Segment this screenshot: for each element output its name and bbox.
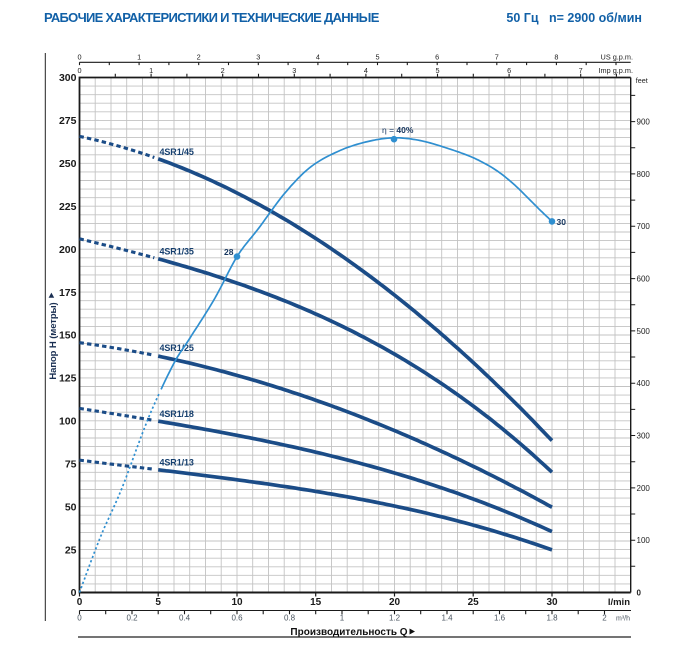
svg-text:0.2: 0.2	[126, 614, 138, 623]
svg-text:500: 500	[637, 327, 651, 336]
svg-text:900: 900	[637, 118, 651, 127]
svg-text:6: 6	[435, 53, 439, 62]
svg-text:0: 0	[77, 66, 81, 75]
svg-text:1: 1	[149, 66, 153, 75]
svg-text:1: 1	[137, 53, 141, 62]
svg-text:3: 3	[292, 66, 296, 75]
svg-text:4: 4	[316, 53, 320, 62]
svg-text:25: 25	[468, 597, 480, 608]
svg-text:0: 0	[71, 587, 77, 599]
svg-text:4SR1/18: 4SR1/18	[160, 409, 194, 419]
svg-text:1.6: 1.6	[494, 614, 506, 623]
svg-text:125: 125	[59, 373, 77, 385]
svg-text:300: 300	[637, 431, 651, 440]
svg-text:100: 100	[59, 416, 77, 428]
svg-text:28: 28	[224, 247, 234, 257]
svg-text:4SR1/45: 4SR1/45	[160, 147, 194, 157]
svg-text:2: 2	[221, 66, 225, 75]
svg-text:Imp g.p.m.: Imp g.p.m.	[599, 66, 633, 75]
svg-text:feet: feet	[636, 76, 648, 85]
svg-text:1.8: 1.8	[546, 614, 558, 623]
svg-text:1: 1	[340, 614, 345, 623]
svg-text:6: 6	[507, 66, 511, 75]
svg-text:0.8: 0.8	[284, 614, 296, 623]
svg-text:m³/h: m³/h	[616, 616, 630, 623]
svg-text:0.4: 0.4	[179, 614, 191, 623]
svg-text:275: 275	[59, 115, 77, 127]
svg-text:30: 30	[557, 217, 567, 227]
svg-text:0: 0	[77, 597, 83, 608]
svg-text:0: 0	[77, 53, 81, 62]
svg-text:4: 4	[364, 66, 368, 75]
svg-text:5: 5	[435, 66, 439, 75]
svg-text:2: 2	[602, 614, 607, 623]
svg-text:50 Гц n= 2900 об/мин: 50 Гц n= 2900 об/мин	[506, 11, 642, 25]
svg-text:700: 700	[637, 222, 651, 231]
svg-text:30: 30	[546, 597, 558, 608]
svg-text:РАБОЧИЕ ХАРАКТЕРИСТИКИ И ТЕХНИ: РАБОЧИЕ ХАРАКТЕРИСТИКИ И ТЕХНИЧЕСКИЕ ДАН…	[44, 10, 380, 25]
svg-text:100: 100	[637, 536, 651, 545]
svg-text:0.6: 0.6	[231, 614, 243, 623]
svg-text:150: 150	[59, 330, 77, 342]
svg-text:0: 0	[77, 614, 82, 623]
svg-text:4SR1/13: 4SR1/13	[160, 458, 194, 468]
svg-text:Напор H (метры): Напор H (метры)	[48, 302, 59, 379]
svg-text:η = 40%: η = 40%	[382, 125, 414, 135]
svg-text:800: 800	[637, 170, 651, 179]
svg-text:225: 225	[59, 201, 77, 213]
svg-text:20: 20	[389, 597, 401, 608]
svg-text:175: 175	[59, 287, 77, 299]
svg-text:US g.p.m.: US g.p.m.	[601, 53, 633, 62]
svg-text:8: 8	[554, 53, 558, 62]
svg-text:400: 400	[637, 379, 651, 388]
svg-text:250: 250	[59, 158, 77, 170]
svg-text:7: 7	[495, 53, 499, 62]
svg-text:15: 15	[310, 597, 322, 608]
svg-text:1.2: 1.2	[389, 614, 401, 623]
svg-text:600: 600	[637, 275, 651, 284]
svg-text:5: 5	[375, 53, 379, 62]
svg-text:0: 0	[637, 589, 642, 598]
svg-text:l/min: l/min	[608, 597, 630, 608]
svg-text:200: 200	[637, 484, 651, 493]
svg-text:7: 7	[579, 66, 583, 75]
svg-text:Производительность Q: Производительность Q	[290, 627, 407, 638]
svg-text:75: 75	[65, 458, 77, 470]
svg-text:5: 5	[155, 597, 161, 608]
svg-text:50: 50	[65, 501, 77, 513]
svg-text:4SR1/25: 4SR1/25	[160, 343, 194, 353]
svg-text:2: 2	[197, 53, 201, 62]
svg-text:300: 300	[59, 72, 77, 84]
svg-text:25: 25	[65, 544, 77, 556]
svg-text:10: 10	[231, 597, 243, 608]
svg-text:3: 3	[256, 53, 260, 62]
svg-text:4SR1/35: 4SR1/35	[160, 247, 194, 257]
svg-text:200: 200	[59, 244, 77, 256]
svg-text:1.4: 1.4	[441, 614, 453, 623]
